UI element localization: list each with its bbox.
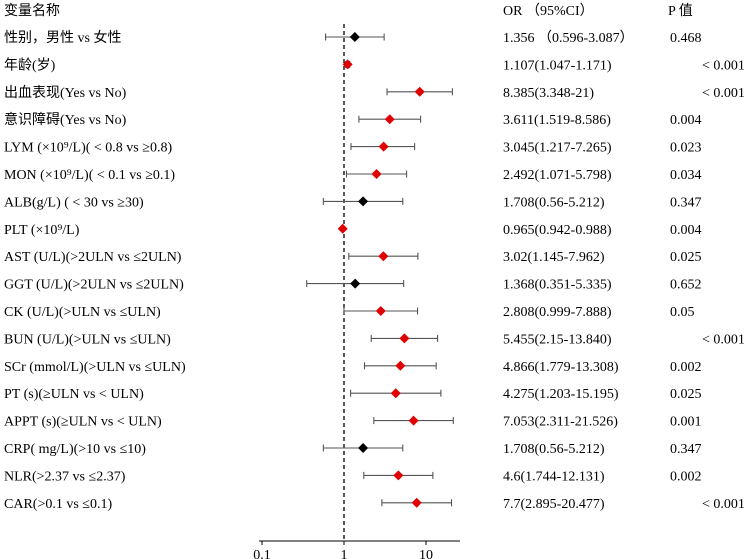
or-point <box>349 32 360 42</box>
or-point <box>337 223 348 234</box>
or-point <box>375 306 386 316</box>
p-value-column: 0.468< 0.001< 0.0010.0040.0230.0340.3470… <box>670 31 745 512</box>
or-ci-text: 5.455(2.15-13.840) <box>503 332 612 347</box>
x-axis: 0.1 1 10 <box>253 540 460 559</box>
p-value-text: 0.347 <box>670 442 702 457</box>
row-label: NLR(>2.37 vs ≤2.37) <box>4 469 126 484</box>
or-ci-column: 1.356 （0.596-3.087） 1.107(1.047-1.171) 8.3… <box>503 30 634 512</box>
row-label: PT (s)(≥ULN vs < ULN) <box>4 387 144 402</box>
p-value-text: 0.025 <box>670 387 702 402</box>
or-point <box>399 333 410 344</box>
p-value-text: 0.034 <box>670 168 702 183</box>
or-ci-text: 4.866(1.779-13.308) <box>503 360 619 375</box>
x-tick-label: 10 <box>419 548 433 559</box>
or-ci-text: 1.356 （0.596-3.087） <box>503 30 634 46</box>
or-point <box>408 415 419 426</box>
row-label: 出血表现(Yes vs No) <box>4 85 127 101</box>
row-label: CAR(>0.1 vs ≤0.1) <box>4 497 112 512</box>
p-value-text: 0.004 <box>670 223 702 238</box>
or-ci-text: 3.045(1.217-7.265) <box>503 141 612 156</box>
or-ci-text: 7.7(2.895-20.477) <box>503 497 605 512</box>
row-label: 意识障碍(Yes vs No) <box>4 111 127 128</box>
or-point <box>342 59 353 70</box>
or-ci-text: 2.808(0.999-7.888) <box>503 305 612 320</box>
or-ci-text: 0.965(0.942-0.988) <box>503 223 612 238</box>
p-value-text: < 0.001 <box>702 86 745 101</box>
or-ci-text: 1.708(0.56-5.212) <box>503 442 605 457</box>
or-ci-text: 1.708(0.56-5.212) <box>503 195 605 210</box>
or-ci-text: 3.02(1.145-7.962) <box>503 250 605 265</box>
row-label: BUN (U/L)(>ULN vs ≤ULN) <box>4 332 171 347</box>
or-ci-text: 3.611(1.519-8.586) <box>503 113 611 128</box>
p-value-text: 0.05 <box>670 305 695 320</box>
p-value-text: 0.023 <box>670 141 702 156</box>
header-p-value: P 值 <box>668 3 693 19</box>
or-point <box>371 169 382 179</box>
x-tick-label: 1 <box>341 548 348 559</box>
plot-area <box>306 24 454 541</box>
p-value-text: 0.347 <box>670 195 702 210</box>
row-label: MON (×10⁹/L)( < 0.1 vs ≥0.1) <box>4 168 175 183</box>
or-point <box>378 141 389 152</box>
row-label: PLT (×10⁹/L) <box>4 223 80 238</box>
or-point <box>395 360 406 371</box>
or-point <box>390 388 401 399</box>
or-ci-text: 7.053(2.311-21.526) <box>503 415 618 430</box>
or-ci-text: 4.275(1.203-15.195) <box>503 387 619 402</box>
row-label: APPT (s)(≥ULN vs < ULN) <box>4 415 162 430</box>
p-value-text: 0.001 <box>670 415 702 430</box>
or-point <box>384 114 395 125</box>
row-label: CRP( mg/L)(>10 vs ≤10) <box>4 442 146 457</box>
or-ci-text: 8.385(3.348-21) <box>503 86 594 101</box>
or-point <box>411 497 422 508</box>
or-point <box>393 470 404 481</box>
or-point <box>350 278 361 289</box>
row-label: ALB(g/L) ( < 30 vs ≥30) <box>4 195 144 210</box>
p-value-text: < 0.001 <box>702 58 745 73</box>
row-label: LYM (×10⁹/L)( < 0.8 vs ≥0.8) <box>4 141 172 156</box>
row-label: CK (U/L)(>ULN vs ≤ULN) <box>4 305 161 320</box>
p-value-text: 0.002 <box>670 469 702 484</box>
or-ci-text: 1.107(1.047-1.171) <box>503 58 612 73</box>
header-variable: 变量名称 <box>4 3 60 19</box>
or-ci-text: 1.368(0.351-5.335) <box>503 278 612 293</box>
or-ci-text: 4.6(1.744-12.131) <box>503 469 605 484</box>
or-point <box>358 443 369 453</box>
row-label: 性别，男性 vs 女性 <box>4 29 121 46</box>
p-value-text: 0.002 <box>670 360 702 375</box>
row-label: SCr (mmol/L)(>ULN vs ≤ULN) <box>4 360 186 375</box>
or-point <box>358 196 369 207</box>
row-label: AST (U/L)(>2ULN vs ≤2ULN) <box>4 250 182 265</box>
p-value-text: 0.004 <box>670 113 702 128</box>
p-value-text: 0.468 <box>670 31 702 46</box>
row-label: GGT (U/L)(>2ULN vs ≤2ULN) <box>4 278 184 293</box>
or-point <box>378 251 389 262</box>
or-ci-text: 2.492(1.071-5.798) <box>503 168 612 183</box>
x-tick-label: 0.1 <box>253 548 271 559</box>
p-value-text: < 0.001 <box>702 497 745 512</box>
p-value-text: 0.025 <box>670 250 702 265</box>
header-or-ci: OR （95%CI） <box>503 3 594 19</box>
p-value-text: 0.652 <box>670 278 702 293</box>
p-value-text: < 0.001 <box>702 332 745 347</box>
or-point <box>414 86 425 97</box>
row-label: 年龄(岁) <box>4 57 56 73</box>
